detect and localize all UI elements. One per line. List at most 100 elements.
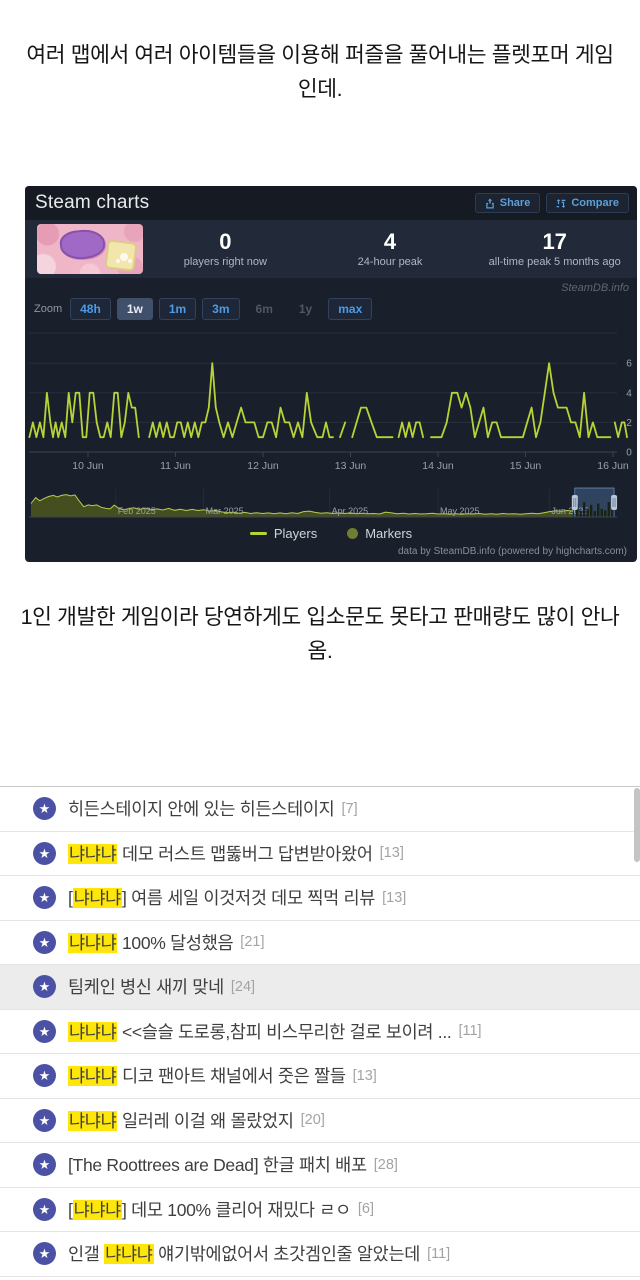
share-button[interactable]: Share <box>474 193 541 213</box>
post-title[interactable]: 냐냐냐 데모 러스트 맵뚫버그 답변받아왔어 <box>68 843 373 864</box>
compare-icon <box>556 198 566 209</box>
stat-alltime-peak: 17 all-time peak 5 months ago <box>472 229 637 269</box>
game-paw-art <box>120 253 129 261</box>
legend-players[interactable]: Players <box>249 526 317 541</box>
svg-text:4: 4 <box>626 388 632 399</box>
comment-count: [13] <box>382 889 407 906</box>
post-row[interactable]: ★ 히든스테이지 안에 있는 히든스테이지 [7] <box>0 787 640 832</box>
highlighted-keyword: 냐냐냐 <box>68 1066 118 1087</box>
star-badge-icon: ★ <box>33 886 56 910</box>
players-line-swatch <box>249 532 267 535</box>
svg-text:Feb 2025: Feb 2025 <box>118 506 156 516</box>
star-badge-icon: ★ <box>33 975 56 999</box>
highlighted-keyword: 냐냐냐 <box>68 1021 118 1042</box>
stat-value: 17 <box>542 229 567 254</box>
game-capsule-image <box>37 224 143 274</box>
svg-text:6: 6 <box>626 359 632 370</box>
stat-value: 4 <box>383 229 397 254</box>
star-badge-icon: ★ <box>33 1108 56 1132</box>
star-badge-icon: ★ <box>33 1153 56 1177</box>
svg-text:Mar 2025: Mar 2025 <box>206 506 244 516</box>
post-title[interactable]: [The Roottrees are Dead] 한글 패치 배포 <box>68 1155 367 1176</box>
star-badge-icon: ★ <box>33 1197 56 1221</box>
zoom-option-3m[interactable]: 3m <box>202 298 240 320</box>
post-title[interactable]: 팀케인 병신 새끼 맞네 <box>68 977 224 998</box>
svg-text:10 Jun: 10 Jun <box>72 460 104 472</box>
comment-count: [13] <box>352 1067 377 1084</box>
post-title[interactable]: [냐냐냐] 여름 세일 이것저것 데모 찍먹 리뷰 <box>68 888 376 909</box>
chart-credit: data by SteamDB.info (powered by highcha… <box>398 546 627 557</box>
players-line-chart[interactable]: 0 2 4 6 10 Jun 11 Jun 12 Jun 13 Jun 14 Jun 15 Jun… <box>25 332 637 482</box>
share-icon <box>485 198 495 209</box>
post-row[interactable]: ★ 냐냐냐 데모 러스트 맵뚫버그 답변받아왔어 [13] <box>0 831 640 876</box>
post-list: ★ 히든스테이지 안에 있는 히든스테이지 [7] ★ 냐냐냐 데모 러스트 맵뚫버그 … <box>0 786 640 1277</box>
star-badge-icon: ★ <box>33 1064 56 1088</box>
steamdb-header: Steam charts Share Compare <box>25 186 637 220</box>
zoom-option-48h[interactable]: 48h <box>70 298 111 320</box>
steamdb-watermark: SteamDB.info <box>561 282 629 294</box>
markers-dot-swatch <box>347 528 359 539</box>
post-title[interactable]: 히든스테이지 안에 있는 히든스테이지 <box>68 799 335 820</box>
mid-paragraph: 1인 개발한 게임이라 당연하게도 입소문도 못타고 판매량도 많이 안나옴. <box>20 605 620 663</box>
svg-text:Jun 2025: Jun 2025 <box>551 506 588 516</box>
svg-text:15 Jun: 15 Jun <box>510 460 542 472</box>
svg-text:16 Jun: 16 Jun <box>597 460 629 472</box>
comment-count: [11] <box>427 1245 451 1262</box>
zoom-option-max[interactable]: max <box>328 298 373 320</box>
comment-count: [13] <box>379 845 404 862</box>
star-badge-icon: ★ <box>33 1242 56 1266</box>
stat-24h-peak: 4 24-hour peak <box>308 229 473 269</box>
post-title[interactable]: [냐냐냐] 데모 100% 클리어 재밌다 ㄹㅇ <box>68 1199 351 1220</box>
comment-count: [6] <box>357 1201 375 1218</box>
zoom-label: Zoom <box>34 303 63 315</box>
zoom-option-6m: 6m <box>255 302 273 316</box>
zoom-option-1w[interactable]: 1w <box>116 298 153 320</box>
chart-navigator[interactable]: Feb 2025 Mar 2025 Apr 2025 May 2025 Jun 2025 <box>25 486 637 520</box>
comment-count: [24] <box>230 978 256 995</box>
post-row[interactable]: ★ [냐냐냐] 여름 세일 이것저것 데모 찍먹 리뷰 [13] <box>0 876 640 921</box>
post-row[interactable]: ★ 냐냐냐 <<슬슬 도로롱,참피 비스무리한 걸로 보이려 ... [11] <box>0 1009 640 1054</box>
zoom-option-1m[interactable]: 1m <box>158 298 197 320</box>
comment-count: [28] <box>373 1156 398 1173</box>
star-badge-icon: ★ <box>33 930 56 954</box>
scrollbar-thumb[interactable] <box>634 788 640 862</box>
post-title[interactable]: 냐냐냐 <<슬슬 도로롱,참피 비스무리한 걸로 보이려 ... <box>68 1021 452 1042</box>
game-logo-art <box>59 228 107 261</box>
stat-label: players right now <box>183 256 267 268</box>
comment-count: [11] <box>458 1023 482 1040</box>
compare-button[interactable]: Compare <box>546 193 629 213</box>
post-row[interactable]: ★ 냐냐냐 디코 팬아트 채널에서 줏은 짤들 [13] <box>0 1054 640 1099</box>
star-badge-icon: ★ <box>33 841 56 865</box>
stat-label: 24-hour peak <box>357 256 423 268</box>
post-row[interactable]: ★ 인갤 냐냐냐 얘기밖에없어서 초갓겜인줄 알았는데 [11] <box>0 1232 640 1277</box>
post-title[interactable]: 냐냐냐 디코 팬아트 채널에서 줏은 짤들 <box>68 1066 346 1087</box>
svg-text:13 Jun: 13 Jun <box>335 460 367 472</box>
chart-legend: Players Markers <box>25 526 637 541</box>
svg-text:May 2025: May 2025 <box>440 506 480 516</box>
comment-count: [21] <box>240 934 265 951</box>
post-row[interactable]: ★ [The Roottrees are Dead] 한글 패치 배포 [28] <box>0 1143 640 1188</box>
svg-text:2: 2 <box>626 418 632 429</box>
post-row[interactable]: ★ 냐냐냐 일러레 이걸 왜 몰랐었지 [20] <box>0 1098 640 1143</box>
star-badge-icon: ★ <box>33 1019 56 1043</box>
highlighted-keyword: 냐냐냐 <box>68 843 118 864</box>
comment-count: [7] <box>341 800 358 817</box>
post-row[interactable]: ★ 팀케인 병신 새끼 맞네 [24] <box>0 965 640 1010</box>
stat-label: all-time peak 5 months ago <box>488 256 621 268</box>
post-title[interactable]: 냐냐냐 일러레 이걸 왜 몰랐었지 <box>68 1110 294 1131</box>
svg-text:12 Jun: 12 Jun <box>247 460 279 472</box>
highlighted-keyword: 냐냐냐 <box>104 1244 154 1265</box>
post-title[interactable]: 인갤 냐냐냐 얘기밖에없어서 초갓겜인줄 알았는데 <box>68 1244 421 1265</box>
zoom-option-1y: 1y <box>298 302 313 316</box>
star-badge-icon: ★ <box>33 797 56 821</box>
stat-value: 0 <box>219 229 232 254</box>
steam-charts-title: Steam charts <box>35 192 150 213</box>
legend-markers[interactable]: Markers <box>347 526 412 541</box>
svg-text:11 Jun: 11 Jun <box>160 460 191 472</box>
post-title[interactable]: 냐냐냐 100% 달성했음 <box>68 932 234 953</box>
post-row[interactable]: ★ [냐냐냐] 데모 100% 클리어 재밌다 ㄹㅇ [6] <box>0 1187 640 1232</box>
post-row[interactable]: ★ 냐냐냐 100% 달성했음 [21] <box>0 920 640 965</box>
highlighted-keyword: 냐냐냐 <box>68 1110 118 1131</box>
stats-band: 0 players right now 4 24-hour peak 17 all-tim… <box>25 220 637 278</box>
intro-paragraph: 여러 맵에서 여러 아이템들을 이용해 퍼즐을 풀어내는 플렛포머 게임인데. <box>26 43 614 101</box>
